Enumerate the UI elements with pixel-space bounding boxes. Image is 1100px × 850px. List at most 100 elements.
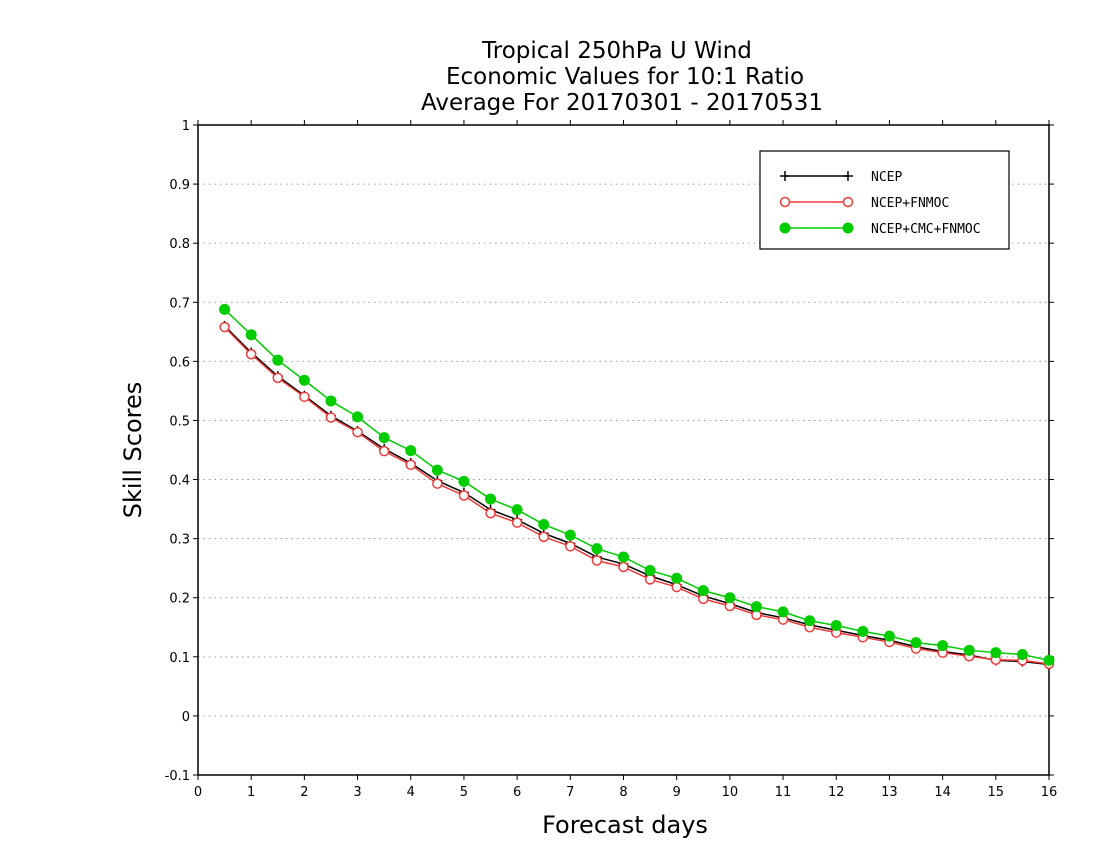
legend: NCEP NCEP+FNMOC NCEP+CMC+FNMOC — [759, 150, 1010, 250]
data-point-ncep-cmc-fnmoc — [325, 395, 337, 407]
legend-label: NCEP — [871, 170, 902, 185]
data-point-ncep-cmc-fnmoc — [431, 464, 443, 476]
data-point-ncep-cmc-fnmoc — [910, 637, 922, 649]
data-point-ncep-cmc-fnmoc — [591, 543, 603, 555]
data-point-ncep-cmc-fnmoc — [219, 303, 231, 315]
y-tick-label: 0.5 — [169, 414, 190, 429]
x-tick-label: 5 — [460, 785, 468, 800]
data-point-ncep-fnmoc — [272, 372, 284, 384]
legend-marker — [779, 196, 791, 208]
y-axis-ticks: -0.1 0 0.1 0.2 0.3 0.4 0.5 0.6 0.7 0.8 0.9 1 — [165, 119, 1054, 784]
x-tick-label: 1 — [247, 785, 255, 800]
data-point-ncep-fnmoc — [671, 581, 682, 593]
grid-lines — [198, 183, 1049, 717]
series-ncep — [219, 320, 1054, 670]
data-point-ncep-cmc-fnmoc — [724, 592, 736, 604]
legend-label: NCEP+FNMOC — [871, 196, 949, 211]
x-tick-label: 14 — [934, 785, 951, 800]
data-point-ncep-fnmoc — [458, 490, 470, 501]
x-tick-label: 3 — [353, 785, 361, 800]
data-point-ncep-cmc-fnmoc — [1016, 648, 1028, 660]
data-point-ncep-fnmoc — [485, 507, 496, 519]
data-point-ncep-cmc-fnmoc — [272, 354, 284, 366]
data-point-ncep-fnmoc — [591, 555, 603, 566]
y-tick-label: 0.2 — [169, 592, 190, 607]
x-tick-label: 4 — [407, 785, 415, 800]
data-point-ncep-fnmoc — [299, 391, 310, 403]
series-line-ncep-fnmoc — [224, 326, 1050, 665]
data-point-ncep-cmc-fnmoc — [298, 374, 310, 386]
data-point-ncep-cmc-fnmoc — [1043, 654, 1055, 666]
x-tick-label: 7 — [566, 785, 574, 800]
y-tick-label: 0.6 — [169, 355, 190, 370]
data-point-ncep-cmc-fnmoc — [618, 551, 629, 563]
y-tick-label: 0.8 — [169, 237, 190, 252]
data-point-ncep-cmc-fnmoc — [644, 565, 656, 577]
data-point-ncep-cmc-fnmoc — [883, 630, 895, 642]
legend-marker — [780, 171, 790, 181]
y-tick-label: 0.7 — [169, 296, 190, 311]
data-point-ncep-cmc-fnmoc — [245, 329, 257, 341]
data-point-ncep-fnmoc — [325, 412, 337, 423]
data-point-ncep-fnmoc — [405, 459, 416, 471]
chart-title-line-1: Tropical 250hPa U Wind — [481, 38, 752, 64]
x-tick-label: 15 — [988, 785, 1005, 800]
series-line-ncep-cmc-fnmoc — [224, 308, 1050, 662]
data-point-ncep-cmc-fnmoc — [804, 615, 816, 627]
chart-title-line-2: Economic Values for 10:1 Ratio — [446, 64, 804, 90]
data-point-ncep-cmc-fnmoc — [405, 445, 417, 457]
x-tick-label: 13 — [881, 785, 898, 800]
x-tick-label: 12 — [828, 785, 845, 800]
legend-item-ncep-cmc-fnmoc: NCEP+CMC+FNMOC — [779, 222, 981, 237]
x-tick-label: 2 — [300, 785, 308, 800]
data-point-ncep-fnmoc — [432, 478, 443, 489]
data-point-ncep-cmc-fnmoc — [511, 504, 523, 516]
data-point-ncep-fnmoc — [245, 349, 257, 360]
y-axis-label: Skill Scores — [119, 382, 147, 519]
chart-title-line-3: Average For 20170301 - 20170531 — [421, 90, 823, 116]
data-point-ncep-fnmoc — [565, 541, 576, 552]
data-point-ncep-fnmoc — [644, 574, 656, 585]
data-point-ncep-cmc-fnmoc — [750, 601, 762, 613]
data-point-ncep-cmc-fnmoc — [671, 572, 683, 584]
data-point-ncep-fnmoc — [618, 561, 629, 573]
data-point-ncep-cmc-fnmoc — [697, 585, 709, 597]
legend-item-ncep-fnmoc: NCEP+FNMOC — [779, 196, 949, 211]
data-point-ncep-cmc-fnmoc — [538, 518, 550, 530]
legend-label: NCEP+CMC+FNMOC — [871, 222, 981, 237]
data-point-ncep-cmc-fnmoc — [378, 432, 390, 444]
series-ncep-fnmoc — [219, 321, 1055, 670]
data-point-ncep-fnmoc — [378, 445, 390, 457]
data-point-ncep-cmc-fnmoc — [352, 411, 364, 423]
legend-item-ncep: NCEP — [780, 170, 902, 185]
chart-title: Tropical 250hPa U Wind Economic Values f… — [421, 38, 823, 116]
series-layer — [219, 303, 1055, 670]
data-point-ncep-fnmoc — [538, 531, 549, 543]
x-tick-label: 9 — [673, 785, 681, 800]
y-tick-label: 0.3 — [169, 533, 190, 548]
x-tick-label: 0 — [194, 785, 202, 800]
x-tick-label: 10 — [722, 785, 739, 800]
y-tick-label: 0 — [182, 710, 190, 725]
legend-box — [759, 150, 1010, 250]
y-tick-label: 0.4 — [169, 474, 190, 489]
x-tick-label: 16 — [1041, 785, 1058, 800]
data-point-ncep-cmc-fnmoc — [937, 640, 949, 652]
data-point-ncep-fnmoc — [352, 427, 363, 438]
x-axis-label: Forecast days — [542, 811, 708, 839]
data-point-ncep-cmc-fnmoc — [485, 493, 497, 505]
data-point-ncep-cmc-fnmoc — [963, 644, 975, 656]
series-ncep-cmc-fnmoc — [219, 303, 1055, 666]
x-axis-ticks: 0 1 2 3 4 5 6 7 8 9 10 11 12 13 14 15 16 — [194, 120, 1057, 800]
data-point-ncep-fnmoc — [511, 517, 523, 528]
x-tick-label: 6 — [513, 785, 521, 800]
legend-marker — [842, 196, 854, 208]
data-point-ncep-cmc-fnmoc — [458, 475, 470, 487]
x-tick-label: 11 — [775, 785, 792, 800]
data-point-ncep-cmc-fnmoc — [830, 620, 842, 631]
data-point-ncep-cmc-fnmoc — [564, 529, 576, 541]
data-point-ncep-cmc-fnmoc — [990, 647, 1002, 659]
series-line-ncep — [224, 325, 1050, 666]
y-tick-label: 0.1 — [169, 651, 190, 666]
